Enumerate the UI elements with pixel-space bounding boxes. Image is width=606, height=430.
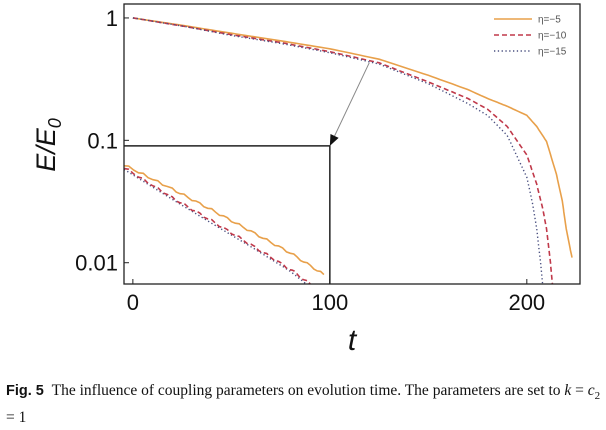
caption-c-sub: 2 <box>594 390 601 403</box>
inset-frame <box>124 145 331 284</box>
legend-label: η=−5 <box>538 15 561 26</box>
y-tick-label: 0.1 <box>87 128 118 153</box>
figure-caption: Fig. 5 The influence of coupling paramet… <box>6 380 602 428</box>
legend: η=−5 η=−10 η=−15 <box>494 15 567 58</box>
zoom-arrow-head <box>329 134 339 146</box>
x-tick-label: 0 <box>127 290 139 315</box>
caption-k: k <box>564 382 572 399</box>
legend-label: η=−10 <box>538 31 567 42</box>
x-tick-label: 100 <box>311 290 348 315</box>
inset-series-line-3 <box>124 168 307 284</box>
legend-label: η=−15 <box>538 47 567 58</box>
plot-frame <box>123 3 581 285</box>
inset-curves <box>124 165 325 284</box>
caption-text: The influence of coupling parameters on … <box>51 382 561 399</box>
y-axis-label: E/E0 <box>31 118 65 172</box>
inset-series-line-1 <box>124 165 325 276</box>
inset <box>124 62 370 284</box>
chart: 0 100 200 1 0.1 0.01 η=−5 η=−10 η=−15 E/E0 t <box>31 3 581 357</box>
caption-c: c <box>587 382 595 399</box>
x-tick-label: 200 <box>508 290 545 315</box>
series-line-3 <box>132 17 544 285</box>
caption-eq1: = <box>571 382 588 399</box>
curves <box>132 17 573 285</box>
caption-label: Fig. 5 <box>6 383 44 399</box>
caption-eq2: = 1 <box>6 409 27 427</box>
y-tick-label: 1 <box>106 6 118 31</box>
zoom-arrow-line <box>334 62 370 137</box>
ticks: 0 100 200 1 0.1 0.01 <box>75 6 545 315</box>
inset-series-line-2 <box>124 167 311 284</box>
y-tick-label: 0.01 <box>75 251 118 276</box>
series-line-1 <box>132 17 573 258</box>
x-axis-label: t <box>348 324 358 357</box>
series-line-2 <box>132 17 554 285</box>
